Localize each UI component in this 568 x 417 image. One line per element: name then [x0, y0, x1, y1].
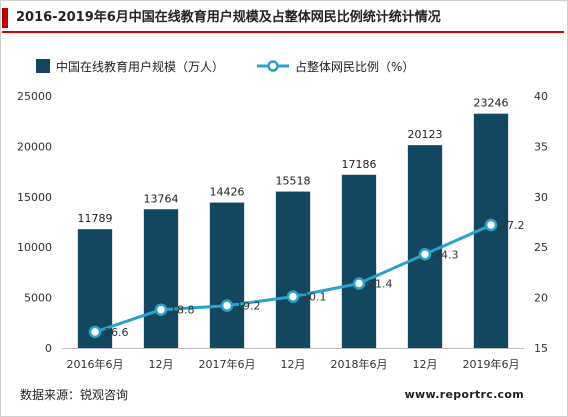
bar [275, 191, 311, 348]
ratio-value-label: 24.3 [434, 248, 459, 261]
x-axis-tick-label: 2017年6月 [199, 357, 256, 371]
legend-line-marker [267, 60, 279, 72]
ratio-value-label: 18.8 [170, 304, 195, 317]
left-axis: 0 5000 10000 15000 20000 25000 [17, 90, 52, 355]
legend-bar-label: 中国在线教育用户规模（万人） [56, 59, 224, 74]
bar-value-label: 11789 [78, 212, 113, 225]
right-axis-tick-label: 30 [534, 191, 548, 204]
left-axis-tick-label: 15000 [17, 191, 52, 204]
ratio-markers [88, 218, 498, 339]
ratio-marker [418, 248, 432, 261]
ratio-marker [88, 325, 102, 339]
title-underline [2, 31, 564, 33]
left-axis-tick-label: 0 [45, 342, 52, 355]
bar-value-labels: 11789 13764 14426 15518 17186 20123 23246 [78, 97, 509, 225]
x-axis-tick-label: 2016年6月 [67, 357, 124, 371]
left-axis-tick-label: 10000 [17, 241, 52, 254]
x-axis-tick-label: 2019年6月 [463, 357, 520, 371]
bar [407, 145, 443, 348]
ratio-value-label: 21.4 [368, 277, 393, 290]
ratio-value-label: 19.2 [236, 300, 261, 313]
ratio-marker [154, 303, 168, 316]
x-axis-tick-label: 2018年6月 [331, 357, 388, 371]
bar-value-label: 23246 [474, 97, 509, 110]
ratio-value-label: 27.2 [500, 219, 525, 232]
legend-bar-swatch [36, 59, 50, 73]
right-axis-tick-label: 40 [534, 90, 548, 103]
ratio-marker [352, 277, 366, 290]
right-axis: 15 20 25 30 35 40 [534, 90, 548, 355]
bar-series [77, 113, 509, 348]
ratio-marker [286, 290, 300, 303]
legend-line-label: 占整体网民比例（%） [295, 59, 414, 74]
x-axis-tick-labels: 2016年6月 12月 2017年6月 12月 2018年6月 12月 2019年6月 [67, 357, 520, 371]
bar-value-label: 14426 [210, 186, 245, 199]
ratio-value-label: 20.1 [302, 291, 327, 304]
x-axis-tick-label: 12月 [413, 358, 438, 371]
ratio-marker [220, 299, 234, 312]
bar-value-label: 20123 [408, 128, 443, 141]
bar-value-label: 13764 [144, 192, 179, 205]
right-axis-tick-label: 15 [534, 342, 548, 355]
source-note: 数据来源：锐观咨询 [20, 388, 129, 402]
chart-title: 2016-2019年6月中国在线教育用户规模及占整体网民比例统计统计情况 [16, 10, 441, 25]
right-axis-tick-label: 35 [534, 140, 548, 153]
x-axis-tick-label: 12月 [149, 358, 174, 371]
bar [341, 174, 377, 348]
left-axis-tick-label: 20000 [17, 140, 52, 153]
bar-value-label: 15518 [276, 175, 311, 188]
bar [209, 202, 245, 348]
right-axis-tick-label: 20 [534, 292, 548, 305]
left-axis-tick-label: 5000 [24, 292, 52, 305]
legend: 中国在线教育用户规模（万人） 占整体网民比例（%） [36, 59, 414, 74]
left-axis-tick-label: 25000 [17, 90, 52, 103]
ratio-value-labels: 16.6 18.8 19.2 20.1 21.4 24.3 27.2 [104, 219, 525, 339]
website-watermark: www.reportrc.com [404, 388, 524, 401]
ratio-value-label: 16.6 [104, 326, 129, 339]
x-axis-tick-label: 12月 [281, 358, 306, 371]
bar [143, 209, 179, 348]
right-axis-tick-label: 25 [534, 241, 548, 254]
ratio-marker [484, 218, 498, 232]
title-accent-bar [2, 8, 8, 28]
bar-value-label: 17186 [342, 158, 377, 171]
